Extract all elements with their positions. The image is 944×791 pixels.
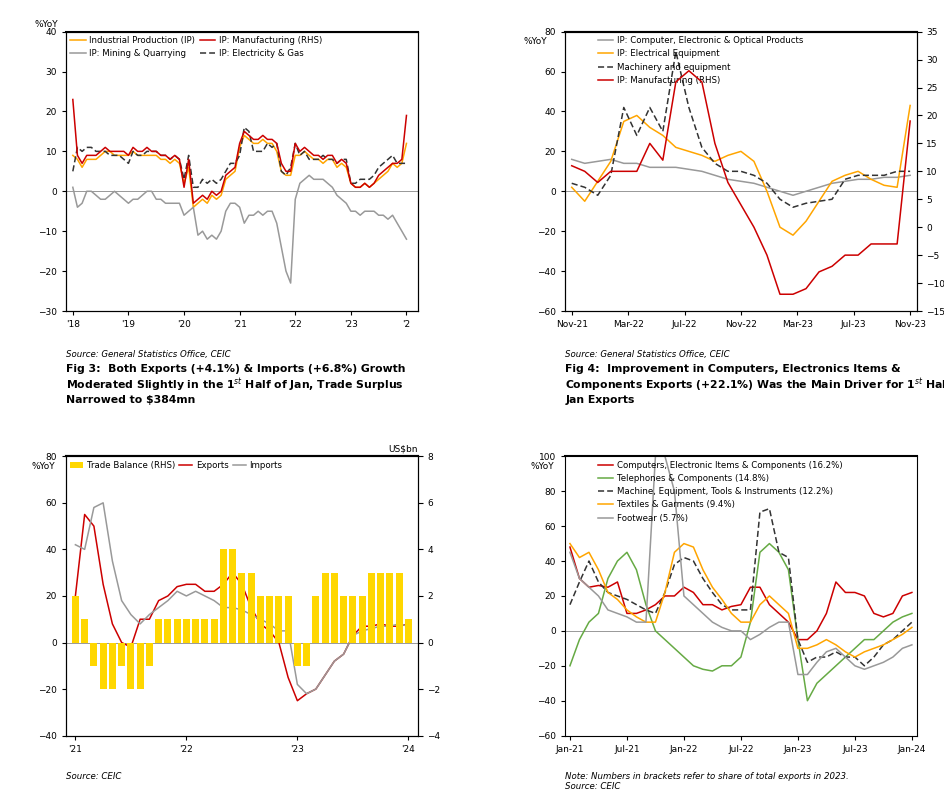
Bar — [192, 619, 199, 642]
Bar — [164, 619, 171, 642]
Legend: Industrial Production (IP), IP: Mining & Quarrying, IP: Manufacturing (RHS), IP:: Industrial Production (IP), IP: Mining &… — [71, 36, 322, 59]
Text: %YoY: %YoY — [522, 37, 546, 46]
Bar — [91, 642, 97, 666]
Bar — [247, 573, 254, 642]
Legend: Trade Balance (RHS), Exports, Imports: Trade Balance (RHS), Exports, Imports — [71, 460, 282, 470]
Bar — [284, 596, 292, 642]
Bar — [145, 642, 153, 666]
Bar — [396, 573, 402, 642]
Bar — [349, 596, 356, 642]
Bar — [367, 573, 375, 642]
Text: %YoY: %YoY — [530, 462, 553, 471]
Legend: Computers, Electronic Items & Components (16.2%), Telephones & Components (14.8%: Computers, Electronic Items & Components… — [597, 460, 841, 523]
Bar — [266, 596, 273, 642]
Text: Fig 3:  Both Exports (+4.1%) & Imports (+6.8%) Growth
Moderated Slightly in the : Fig 3: Both Exports (+4.1%) & Imports (+… — [66, 364, 405, 406]
Bar — [183, 619, 190, 642]
Text: US$bn: US$bn — [388, 445, 417, 453]
Text: Source: General Statistics Office, CEIC: Source: General Statistics Office, CEIC — [565, 350, 729, 359]
Bar — [228, 550, 236, 642]
Text: Source: General Statistics Office, CEIC: Source: General Statistics Office, CEIC — [66, 350, 230, 359]
Bar — [404, 619, 412, 642]
Bar — [303, 642, 310, 666]
Text: Note: Numbers in brackets refer to share of total exports in 2023.
Source: CEIC: Note: Numbers in brackets refer to share… — [565, 772, 848, 791]
Bar — [127, 642, 134, 689]
Bar — [109, 642, 116, 689]
Bar — [386, 573, 393, 642]
Bar — [81, 619, 88, 642]
Bar — [330, 573, 337, 642]
Bar — [118, 642, 125, 666]
Text: %YoY: %YoY — [31, 462, 55, 471]
Text: %YoY: %YoY — [35, 20, 59, 28]
Bar — [321, 573, 329, 642]
Bar — [340, 596, 346, 642]
Bar — [359, 596, 365, 642]
Bar — [377, 573, 383, 642]
Bar — [155, 619, 162, 642]
Bar — [137, 642, 143, 689]
Bar — [257, 596, 263, 642]
Bar — [72, 596, 78, 642]
Legend: IP: Computer, Electronic & Optical Products, IP: Electrical Equipment, Machinery: IP: Computer, Electronic & Optical Produ… — [597, 36, 802, 85]
Bar — [220, 550, 227, 642]
Bar — [201, 619, 208, 642]
Bar — [174, 619, 180, 642]
Text: Fig 4:  Improvement in Computers, Electronics Items &
Components Exports (+22.1%: Fig 4: Improvement in Computers, Electro… — [565, 364, 944, 406]
Bar — [238, 573, 245, 642]
Bar — [275, 596, 282, 642]
Bar — [99, 642, 107, 689]
Text: Source: CEIC: Source: CEIC — [66, 772, 122, 781]
Bar — [294, 642, 300, 666]
Bar — [312, 596, 319, 642]
Bar — [211, 619, 217, 642]
